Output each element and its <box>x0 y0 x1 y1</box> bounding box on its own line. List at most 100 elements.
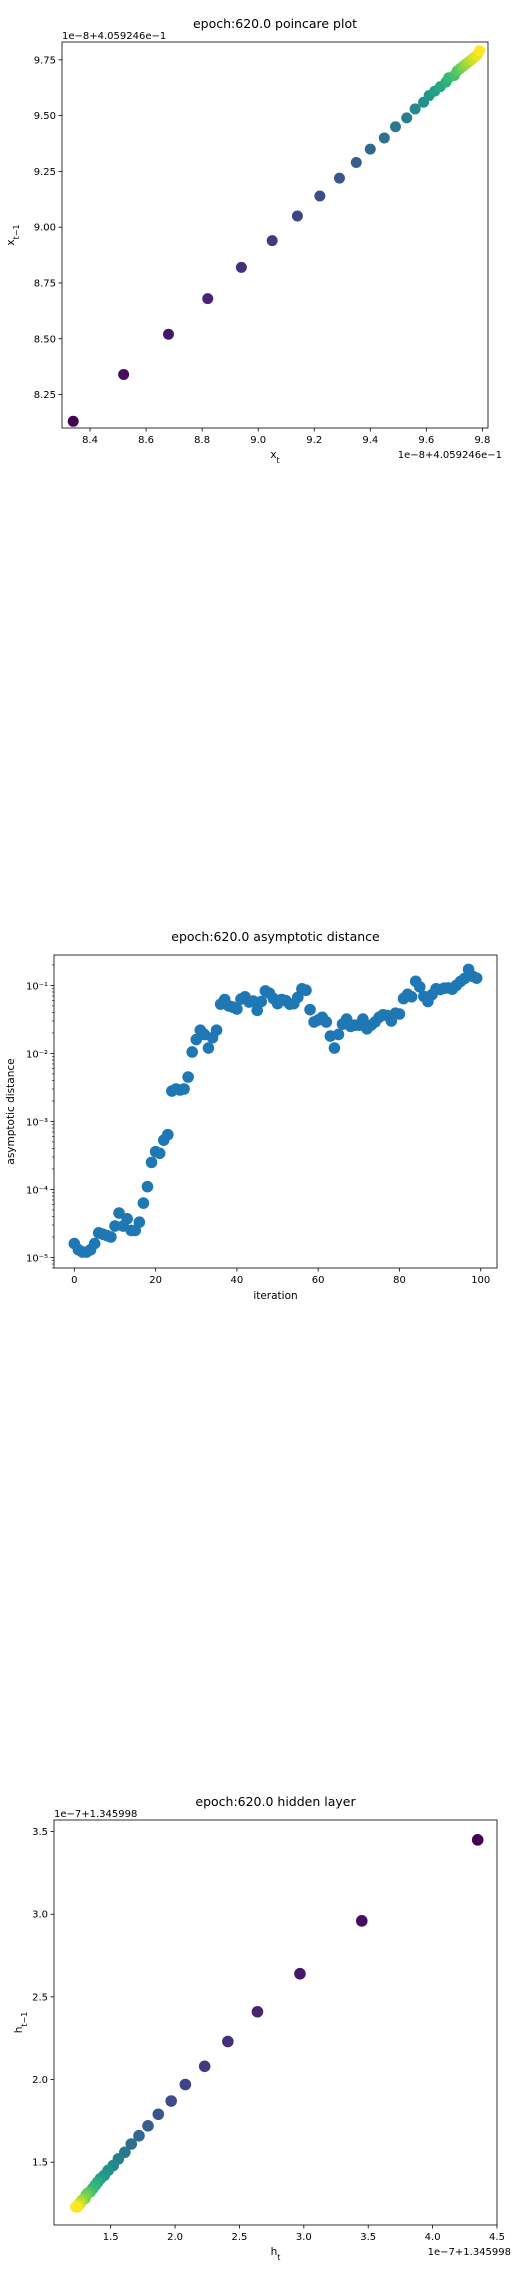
data-point <box>378 132 390 144</box>
y-tick-label: 9.75 <box>34 55 56 66</box>
data-point <box>332 1028 345 1041</box>
data-point <box>88 1237 101 1250</box>
data-point <box>364 143 376 155</box>
x-tick-label: 4.0 <box>425 2232 441 2243</box>
hidden-layer-chart: epoch:620.0 hidden layer 1.5 2.0 2.5 3.0 3.5 4… <box>13 1795 511 2262</box>
data-point <box>202 293 214 305</box>
data-point <box>357 1013 369 1025</box>
data-point <box>471 1834 484 1846</box>
data-point <box>113 1207 125 1219</box>
x-tick-label: 2.5 <box>231 2232 247 2243</box>
y-tick-label: 10⁻³ <box>26 1117 48 1128</box>
data-point <box>314 190 326 202</box>
y-tick-label: 3.5 <box>32 1827 48 1838</box>
x-tick-label: 40 <box>231 1275 244 1286</box>
y-tick-label: 8.25 <box>34 390 56 401</box>
data-point <box>401 112 413 124</box>
data-point <box>304 1003 316 1016</box>
x-tick-label: 9.6 <box>418 435 434 446</box>
data-point <box>470 972 483 984</box>
data-point <box>141 1180 154 1193</box>
y-tick-label: 2.0 <box>32 2075 48 2086</box>
x-tick-label: 2.0 <box>167 2232 183 2243</box>
data-point <box>152 2108 165 2121</box>
plot-frame <box>53 1819 498 2226</box>
x-tick-label: 9.0 <box>250 435 266 446</box>
chart-title: epoch:620.0 poincare plot <box>193 16 357 31</box>
data-point <box>294 1967 306 1980</box>
x-tick-label: 3.5 <box>360 2232 376 2243</box>
asymptotic-distance-chart: epoch:620.0 asymptotic distance 0 20 40 60 80… <box>5 929 498 1302</box>
data-point <box>109 1220 121 1232</box>
x-tick-label: 8.4 <box>82 435 98 446</box>
x-offset-text: 1e−8+4.059246e−1 <box>398 450 502 461</box>
data-point <box>198 2060 211 2073</box>
data-point <box>235 261 247 273</box>
data-point <box>333 172 345 184</box>
y-axis-label: asymptotic distance <box>5 1058 17 1164</box>
y-offset-text: 1e−8+4.059246e−1 <box>62 31 166 42</box>
x-tick-label: 3.0 <box>296 2232 312 2243</box>
data-point <box>202 1042 215 1054</box>
data-point <box>300 984 312 997</box>
asymptotic-distance-panel: epoch:620.0 asymptotic distance 0 20 40 60 80… <box>0 925 513 1325</box>
x-tick-label: 20 <box>149 1275 162 1286</box>
data-point <box>142 2120 154 2132</box>
data-point <box>161 1128 174 1141</box>
y-axis-label: xt−1 <box>5 224 21 245</box>
data-point <box>474 45 486 57</box>
data-point <box>405 991 418 1003</box>
data-point <box>179 2078 192 2091</box>
poincare-plot-panel: epoch:620.0 poincare plot 8.4 8.6 8.8 9.0 9.2… <box>0 0 513 480</box>
x-tick-label: 8.6 <box>138 435 154 446</box>
data-point <box>165 2095 177 2107</box>
data-point <box>153 1147 166 1160</box>
data-point <box>350 156 362 168</box>
data-point <box>251 1004 264 1017</box>
data-point <box>409 103 421 115</box>
data-point <box>137 1197 150 1209</box>
data-point <box>255 995 268 1008</box>
x-tick-label: 1.5 <box>103 2232 119 2243</box>
data-point <box>145 1156 158 1169</box>
y-tick-label: 8.75 <box>34 278 56 289</box>
hidden-layer-panel: epoch:620.0 hidden layer 1.5 2.0 2.5 3.0 3.5 4… <box>0 1795 513 2269</box>
data-point <box>163 328 174 340</box>
data-point <box>125 2138 138 2150</box>
y-offset-text: 1e−7+1.345998 <box>54 1809 137 1820</box>
data-point <box>393 1008 406 1020</box>
x-tick-label: 8.8 <box>194 435 210 446</box>
chart-title: epoch:620.0 asymptotic distance <box>171 929 380 944</box>
data-point <box>121 1213 133 1225</box>
y-tick-label: 10⁻⁵ <box>26 1253 48 1264</box>
x-axis-label: ht <box>271 2246 281 2262</box>
data-point <box>67 415 79 427</box>
data-point <box>355 1915 368 1927</box>
data-point <box>178 1083 190 1095</box>
x-tick-label: 9.2 <box>306 435 322 446</box>
y-tick-label: 9.25 <box>34 167 56 178</box>
y-tick-label: 1.5 <box>32 2158 48 2169</box>
y-tick-label: 3.0 <box>32 1910 48 1921</box>
data-point <box>118 368 130 380</box>
x-tick-label: 4.5 <box>489 2232 505 2243</box>
data-point <box>133 2129 145 2142</box>
x-tick-label: 80 <box>393 1275 406 1286</box>
data-point <box>266 235 278 247</box>
x-axis-label: xt <box>270 449 279 465</box>
y-tick-label: 10⁻⁴ <box>26 1185 48 1196</box>
y-tick-label: 10⁻¹ <box>26 981 48 992</box>
data-point <box>186 1046 198 1058</box>
y-tick-label: 10⁻² <box>26 1049 48 1060</box>
chart-title: epoch:620.0 hidden layer <box>195 1795 356 1809</box>
data-point <box>413 981 426 993</box>
y-tick-label: 2.5 <box>32 1992 48 2003</box>
x-axis-label: iteration <box>253 1290 297 1302</box>
data-point <box>291 210 303 222</box>
y-tick-label: 8.50 <box>34 334 56 345</box>
x-tick-label: 0 <box>71 1275 77 1286</box>
plot-frame <box>53 954 498 1269</box>
x-tick-label: 100 <box>471 1275 490 1286</box>
x-offset-text: 1e−7+1.345998 <box>428 2247 511 2258</box>
data-point <box>70 2201 82 2213</box>
